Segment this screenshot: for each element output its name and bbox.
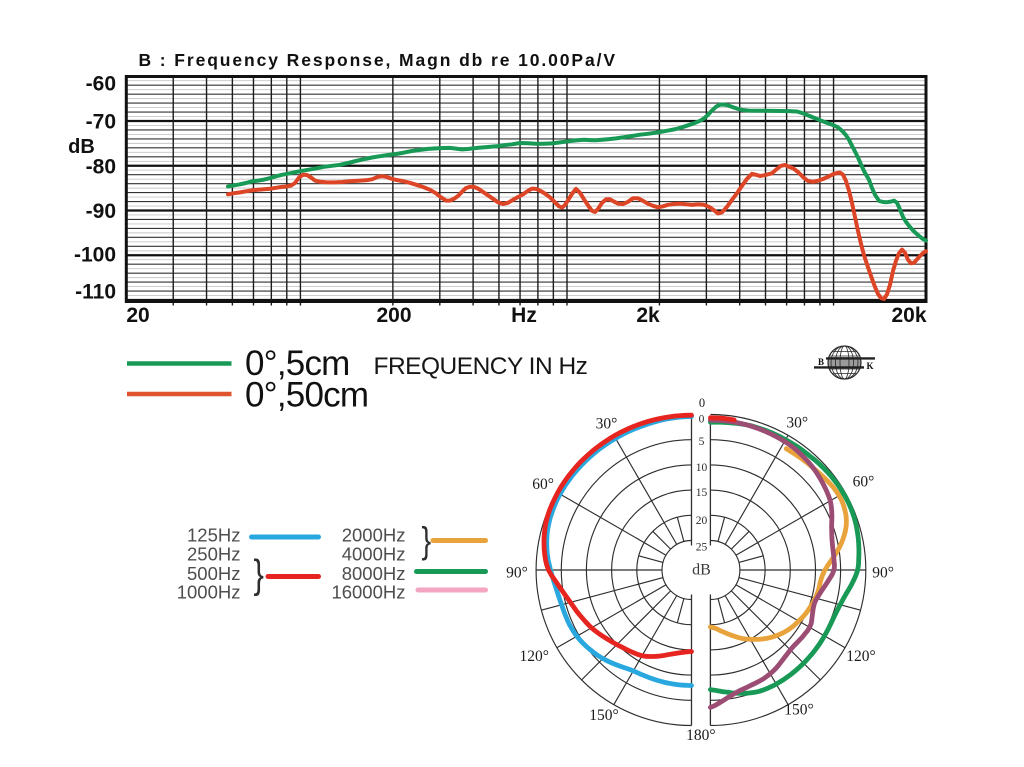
svg-text:25: 25 <box>696 541 708 553</box>
svg-text:-110: -110 <box>75 281 116 304</box>
svg-text:120°: 120° <box>846 648 875 665</box>
svg-text:120°: 120° <box>519 648 548 665</box>
svg-text:B: B <box>818 357 824 367</box>
svg-text:90°: 90° <box>872 564 894 581</box>
svg-text:0°,5cm: 0°,5cm <box>245 344 350 383</box>
svg-text:-60: -60 <box>86 73 116 96</box>
svg-text:-80: -80 <box>86 156 116 179</box>
svg-text:180°: 180° <box>686 727 715 744</box>
svg-text:200: 200 <box>376 304 411 327</box>
svg-text:0: 0 <box>699 396 705 410</box>
svg-text:10: 10 <box>696 462 708 474</box>
svg-text:20: 20 <box>126 304 149 327</box>
svg-text:150°: 150° <box>589 707 618 724</box>
svg-text:20: 20 <box>696 515 708 527</box>
svg-text:60°: 60° <box>853 473 875 490</box>
svg-text:}: } <box>254 552 264 597</box>
svg-text:250Hz: 250Hz <box>187 543 240 564</box>
svg-text:B : Frequency Response, Magn d: B : Frequency Response, Magn db re 10.00… <box>139 50 617 70</box>
svg-text:2000Hz: 2000Hz <box>342 525 406 546</box>
svg-text:90°: 90° <box>506 564 528 581</box>
svg-text:15: 15 <box>696 487 708 499</box>
svg-text:150°: 150° <box>784 701 813 718</box>
svg-text:2k: 2k <box>636 304 660 327</box>
svg-text:5: 5 <box>699 436 705 448</box>
svg-text:Hz: Hz <box>511 304 537 327</box>
svg-text:30°: 30° <box>786 414 808 431</box>
svg-text:500Hz: 500Hz <box>187 563 240 584</box>
svg-text:4000Hz: 4000Hz <box>342 543 406 564</box>
svg-text:-90: -90 <box>86 200 116 223</box>
svg-text:K: K <box>867 361 874 371</box>
svg-text:FREQUENCY IN Hz: FREQUENCY IN Hz <box>374 353 588 380</box>
svg-text:30°: 30° <box>596 415 618 432</box>
svg-text:0: 0 <box>699 413 705 425</box>
svg-text:dB: dB <box>692 562 711 579</box>
svg-text:60°: 60° <box>532 476 554 493</box>
svg-text:-100: -100 <box>74 244 116 267</box>
svg-text:20k: 20k <box>891 304 926 327</box>
svg-text:16000Hz: 16000Hz <box>331 582 405 603</box>
svg-text:125Hz: 125Hz <box>187 525 240 546</box>
svg-text:-70: -70 <box>86 111 116 134</box>
svg-text:8000Hz: 8000Hz <box>342 563 406 584</box>
svg-text:1000Hz: 1000Hz <box>177 582 241 603</box>
svg-text:}: } <box>422 521 432 562</box>
svg-text:0°,50cm: 0°,50cm <box>245 376 368 415</box>
svg-text:dB: dB <box>68 136 95 158</box>
